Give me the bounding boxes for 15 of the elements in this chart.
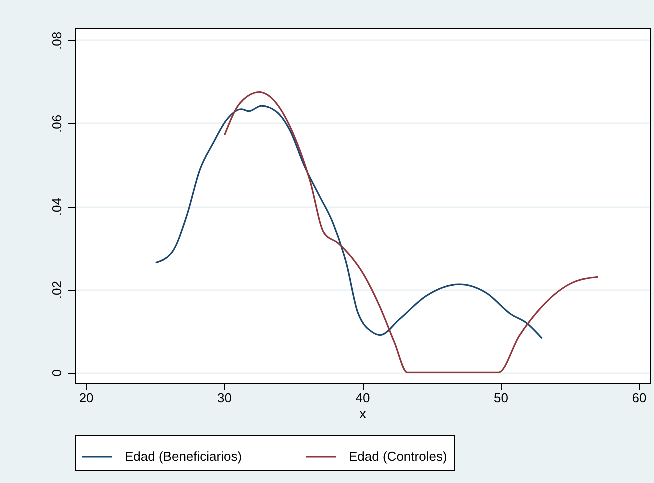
line-series	[224, 92, 599, 374]
x-tick-label: 40	[356, 390, 370, 406]
y-tick-label: .04	[50, 198, 64, 216]
x-tick-label: 30	[218, 390, 232, 406]
y-tick-label: .08	[50, 32, 64, 50]
y-tick-label: 0	[50, 370, 64, 377]
y-tick-label: .02	[50, 281, 64, 300]
x-tick-label: 60	[632, 390, 647, 406]
x-tick-label: 50	[494, 390, 508, 406]
y-tick-label: .06	[50, 114, 64, 134]
line-series	[155, 105, 543, 340]
legend-label: Edad (Controles)	[349, 449, 448, 464]
x-tick-label: 20	[79, 390, 94, 406]
x-axis-title: x	[360, 406, 366, 422]
legend-label: Edad (Beneficiarios)	[125, 449, 242, 464]
